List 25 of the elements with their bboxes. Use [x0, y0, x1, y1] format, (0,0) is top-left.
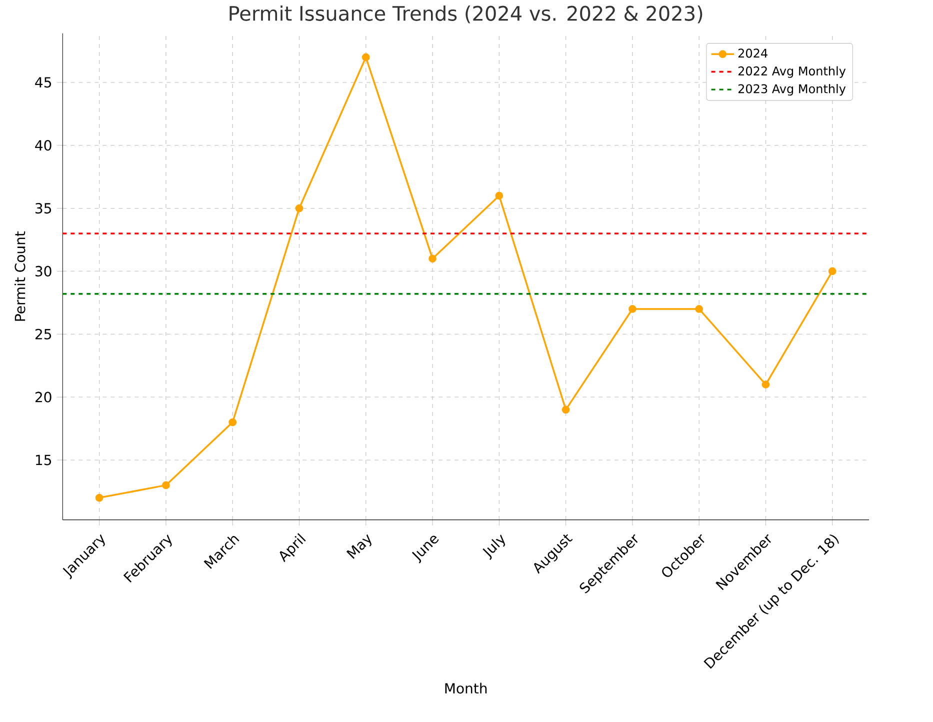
y-tick-label: 25 — [35, 328, 52, 340]
chart-title: Permit Issuance Trends (2024 vs. 2022 & 2023) — [230, 5, 702, 24]
point — [562, 406, 570, 414]
legend-label: 2024 — [738, 48, 768, 58]
y-tick-label: 15 — [36, 454, 52, 466]
point — [762, 380, 770, 388]
point — [228, 418, 237, 426]
point — [362, 53, 370, 61]
point — [828, 267, 836, 275]
point — [162, 481, 170, 489]
point — [628, 304, 636, 313]
legend-label: 2023 Avg Monthly — [738, 84, 846, 96]
y-tick-label: 30 — [36, 266, 52, 276]
point — [495, 192, 504, 200]
y-tick-label: 45 — [35, 77, 52, 88]
y-axis-title: Permit Count — [14, 231, 26, 321]
x-axis-title: Month — [445, 682, 487, 694]
point — [428, 254, 436, 262]
y-tick-label: 35 — [36, 202, 52, 214]
y-tick-label: 20 — [35, 392, 52, 402]
point — [295, 204, 304, 212]
point — [695, 304, 704, 313]
point — [95, 494, 104, 502]
y-tick-label: 40 — [35, 140, 52, 150]
legend-label: 2022 Avg Monthly — [738, 66, 846, 78]
